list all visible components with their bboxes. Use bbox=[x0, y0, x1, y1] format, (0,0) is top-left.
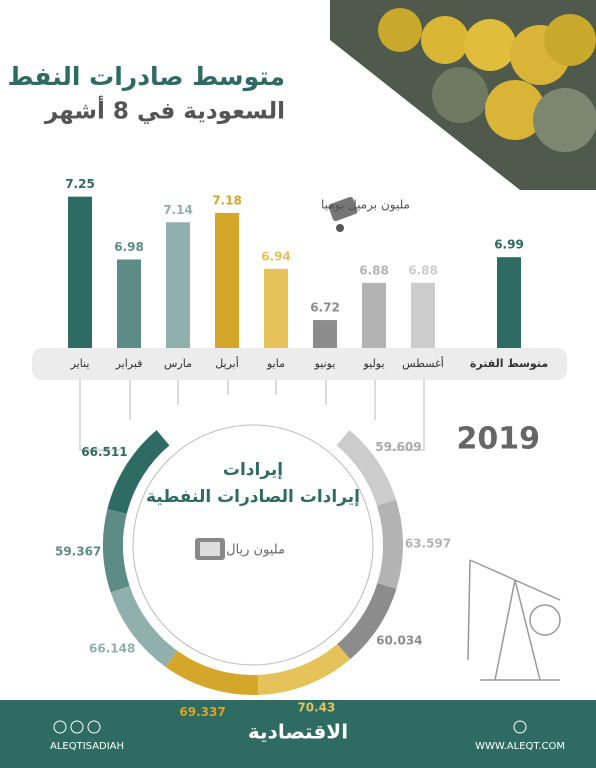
bar bbox=[411, 282, 435, 348]
value-label: 66.511 bbox=[81, 445, 127, 459]
bar bbox=[166, 222, 190, 348]
logo: الاقتصادية bbox=[248, 720, 348, 744]
category-label: مارس bbox=[164, 357, 192, 370]
ring-title: إيرادات bbox=[223, 460, 283, 480]
footer bbox=[0, 700, 596, 768]
ring-title: إيرادات الصادرات النفطية bbox=[146, 487, 360, 507]
category-label: مايو bbox=[266, 357, 285, 370]
ring-segment bbox=[257, 644, 351, 695]
value-label: 6.88 bbox=[359, 263, 389, 277]
category-strip bbox=[32, 348, 567, 380]
ring-segment bbox=[337, 582, 397, 660]
bar bbox=[362, 282, 386, 348]
bar-unit: مليون برميل يوميا bbox=[321, 198, 410, 213]
value-label: 70.43 bbox=[297, 701, 335, 715]
value-label: 6.99 bbox=[494, 238, 524, 252]
bar bbox=[497, 257, 521, 348]
ring-segment bbox=[107, 430, 170, 514]
social-handle: ALEQTISADIAH bbox=[50, 741, 124, 752]
value-label: 6.94 bbox=[261, 249, 291, 263]
social-icons bbox=[53, 720, 527, 734]
value-label: 6.98 bbox=[114, 240, 144, 254]
bar bbox=[117, 259, 141, 348]
subtitle: السعودية في 8 أشهر bbox=[44, 95, 285, 125]
ring-segment bbox=[103, 509, 130, 593]
category-label: يناير bbox=[70, 357, 90, 370]
year: 2019 bbox=[457, 422, 541, 457]
value-label: 6.88 bbox=[408, 263, 438, 277]
money-icon bbox=[195, 538, 225, 560]
ring-segment bbox=[165, 650, 259, 695]
bar bbox=[68, 196, 92, 348]
inner-circle bbox=[132, 424, 374, 666]
value-label: 7.25 bbox=[65, 177, 95, 191]
value-label: 7.18 bbox=[212, 193, 242, 207]
barrels-image bbox=[330, 0, 596, 190]
bar bbox=[313, 320, 337, 348]
category-label: فبراير bbox=[115, 357, 143, 370]
value-label: 69.337 bbox=[179, 705, 225, 719]
bar bbox=[264, 268, 288, 348]
value-label: 59.609 bbox=[375, 440, 421, 454]
ring-segment bbox=[110, 586, 178, 667]
website: WWW.ALEQT.COM bbox=[475, 741, 565, 752]
value-label: 7.14 bbox=[163, 203, 193, 217]
category-label: متوسط الفترة bbox=[470, 357, 548, 370]
ring-segment bbox=[336, 430, 396, 506]
category-label: يونيو bbox=[314, 357, 336, 370]
connectors bbox=[79, 380, 425, 451]
title: متوسط صادرات النفط bbox=[7, 62, 285, 92]
category-label: أغسطس bbox=[402, 356, 444, 370]
bar bbox=[215, 212, 239, 348]
category-label: يوليو bbox=[362, 357, 384, 370]
value-label: 63.597 bbox=[405, 537, 451, 551]
ring-unit: مليون ريال bbox=[226, 543, 285, 558]
value-label: 59.367 bbox=[55, 545, 101, 559]
value-label: 66.148 bbox=[89, 641, 135, 655]
value-label: 6.72 bbox=[310, 301, 340, 315]
ring-segment bbox=[376, 499, 404, 589]
pumpjack bbox=[467, 559, 561, 681]
category-label: أبريل bbox=[215, 356, 239, 370]
barrel-icon bbox=[328, 196, 358, 232]
value-label: 60.034 bbox=[376, 634, 422, 648]
